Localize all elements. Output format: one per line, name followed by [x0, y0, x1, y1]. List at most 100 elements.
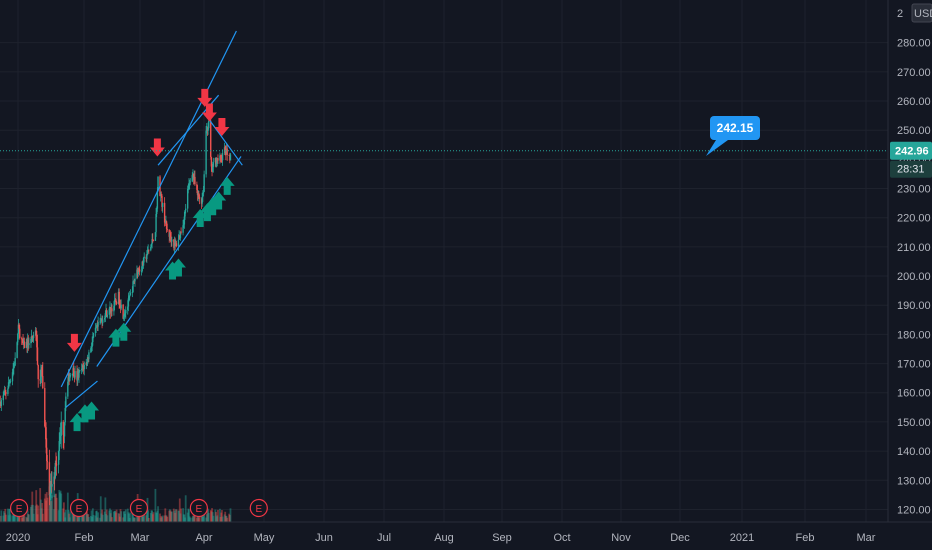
volume-bar	[178, 510, 181, 522]
candle-body	[94, 327, 97, 334]
trendline[interactable]	[203, 112, 243, 166]
candle-body	[69, 375, 72, 377]
candle-body	[184, 210, 186, 217]
volume-bar	[74, 513, 76, 522]
support-arrow-icon[interactable]	[211, 191, 227, 210]
earnings-marker-icon[interactable]	[9, 498, 29, 518]
volume-bar	[12, 514, 15, 522]
volume-bar	[180, 508, 182, 522]
volume-bar	[132, 517, 135, 522]
volume-bar	[104, 497, 107, 522]
volume-bar	[16, 512, 19, 522]
candle-body	[35, 330, 37, 341]
volume-bar	[100, 513, 103, 522]
candle-body	[7, 382, 10, 389]
volume-bar	[54, 493, 57, 522]
earnings-marker-icon[interactable]	[189, 498, 208, 518]
volume-bar	[43, 498, 46, 522]
volume-bar	[119, 509, 122, 522]
support-arrow-icon[interactable]	[170, 258, 186, 277]
time-axis[interactable]: 2020 Feb Mar Apr May Jun Jul Aug Sep Oct Nov Dec 202…	[0, 521, 932, 544]
earnings-marker-icon[interactable]	[69, 498, 89, 518]
support-arrow-icon[interactable]	[219, 176, 235, 195]
volume-bar	[215, 512, 217, 522]
volume-bar	[118, 516, 121, 522]
resistance-arrow-icon[interactable]	[66, 333, 82, 352]
volume-bar	[136, 516, 138, 522]
support-arrow-icon[interactable]	[116, 322, 132, 341]
volume-bar	[105, 513, 107, 522]
currency-badge[interactable]	[911, 3, 932, 23]
candle-body	[142, 257, 145, 266]
volume-bar	[188, 509, 190, 522]
earnings-marker-icon[interactable]	[249, 498, 268, 518]
volume-bar	[92, 514, 95, 522]
volume-bar	[32, 513, 35, 522]
volume-bar	[5, 514, 7, 522]
candle-body	[95, 327, 97, 329]
candle-body	[48, 462, 51, 496]
candle-body	[137, 268, 139, 275]
candle-body	[205, 130, 207, 175]
candle-body	[78, 370, 81, 372]
volume-bar	[133, 517, 136, 522]
candle-body	[21, 339, 24, 341]
candle-body	[111, 308, 113, 312]
price-tick-label: 200.00	[897, 271, 931, 283]
candle-body	[4, 390, 6, 393]
candle-body	[196, 189, 199, 196]
arrow-markers[interactable]	[66, 88, 235, 432]
candle-body	[100, 320, 102, 322]
candle-body	[55, 464, 58, 466]
support-arrow-icon[interactable]	[69, 413, 85, 432]
time-tick-label: May	[254, 532, 275, 544]
candle-body	[215, 158, 217, 164]
volume-bar	[202, 512, 205, 522]
price-axis[interactable]: 120.00 130.00 140.00 150.00 160.00 170.00 180.…	[887, 0, 932, 550]
volume-bar	[168, 510, 171, 522]
volume-bar	[193, 516, 196, 522]
volume-bar	[11, 515, 14, 522]
volume-bar	[149, 513, 152, 522]
resistance-arrow-icon[interactable]	[197, 88, 213, 107]
volume-bar	[28, 514, 30, 522]
trendlines[interactable]	[60, 30, 243, 408]
callout-bubble[interactable]	[710, 116, 760, 140]
volume-bar	[34, 505, 37, 522]
earnings-marker-icon[interactable]	[129, 498, 149, 518]
volume-bar	[57, 510, 60, 522]
candle-body	[53, 476, 55, 485]
candle-body	[160, 194, 163, 196]
volume-bar	[62, 502, 65, 522]
resistance-arrow-icon[interactable]	[214, 118, 230, 137]
candle-body	[62, 421, 64, 435]
candle-body	[21, 338, 23, 340]
candle-body	[46, 447, 48, 462]
resistance-arrow-icon[interactable]	[149, 138, 165, 157]
support-arrow-icon[interactable]	[108, 328, 124, 347]
candle-body	[50, 480, 52, 494]
volume-bar	[59, 490, 62, 522]
volume-bar	[184, 517, 186, 522]
volume-bar	[7, 508, 9, 522]
volume-bar	[122, 511, 125, 522]
volume-bar	[91, 516, 94, 522]
trendline[interactable]	[65, 380, 98, 408]
candle-body	[60, 421, 62, 436]
volume-bar	[12, 511, 15, 522]
time-tick-label: Feb	[75, 532, 94, 544]
volume-bar	[163, 515, 166, 522]
volume-bar	[109, 513, 112, 522]
volume-bar	[72, 511, 75, 522]
volume-bar	[205, 514, 208, 522]
resistance-arrow-icon[interactable]	[201, 103, 217, 122]
volume-bar	[161, 517, 163, 522]
price-tick-label: 260.00	[897, 96, 931, 108]
volume-bar	[129, 512, 132, 522]
support-arrow-icon[interactable]	[84, 401, 100, 420]
candle-body	[129, 292, 132, 296]
price-tick-label: 180.00	[897, 329, 931, 341]
price-overlay: 242.96 28:31 242.15	[0, 116, 932, 178]
